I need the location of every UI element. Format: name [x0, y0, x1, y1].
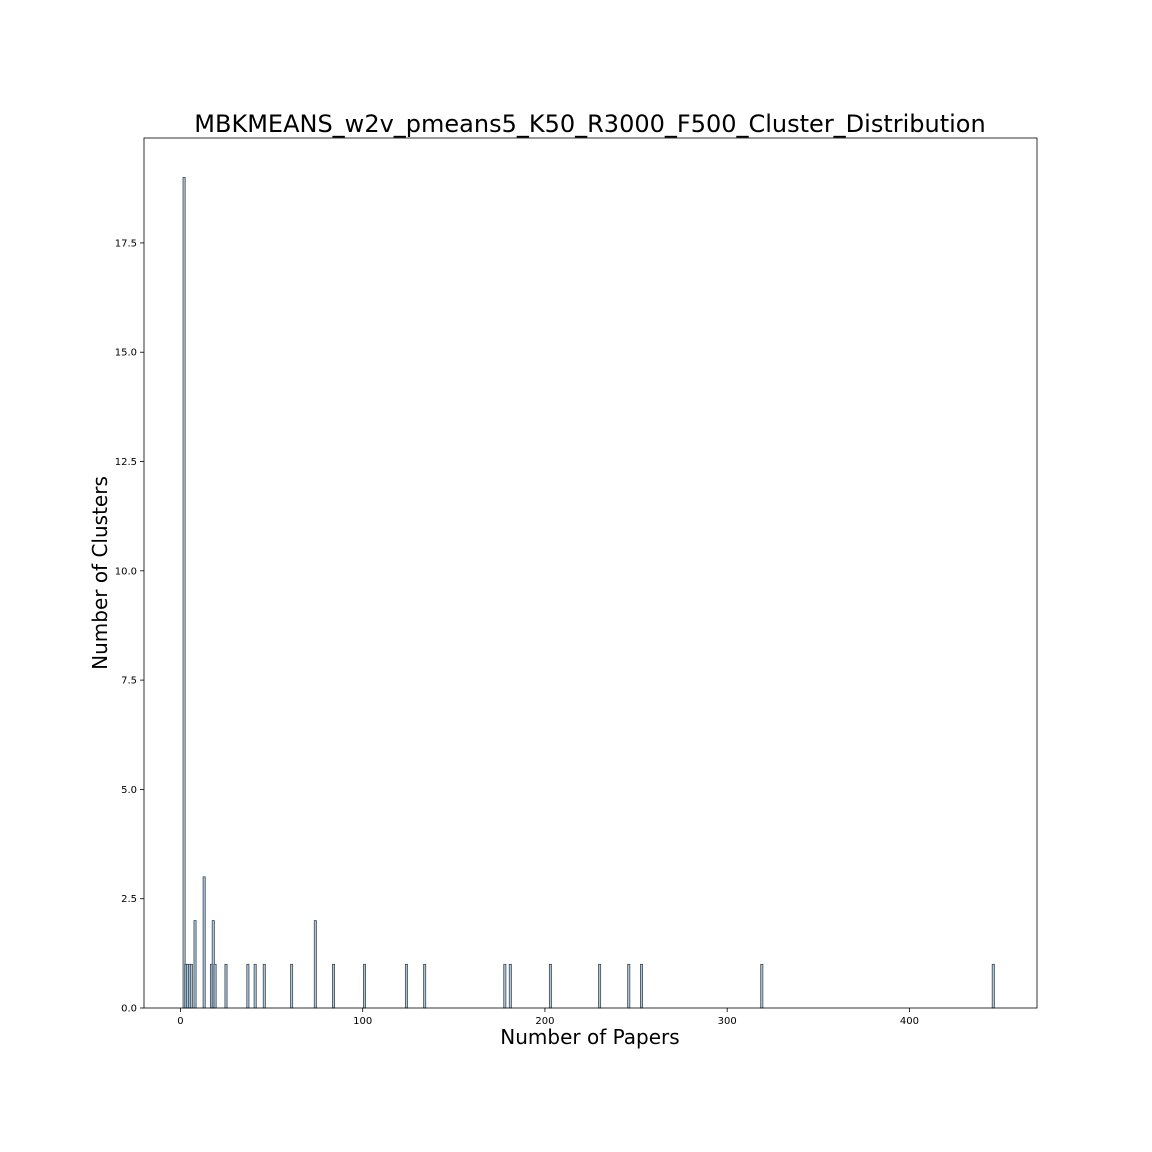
chart-title: MBKMEANS_w2v_pmeans5_K50_R3000_F500_Clus… — [194, 110, 985, 138]
x-tick-label: 300 — [718, 1016, 737, 1027]
bar-5 — [193, 920, 197, 1009]
y-tick-label: 10.0 — [115, 566, 137, 577]
bar-0 — [182, 177, 186, 1009]
bar-15 — [313, 920, 317, 1009]
bar-9 — [213, 963, 217, 1009]
bar-14 — [290, 963, 294, 1009]
bar-11 — [246, 963, 250, 1009]
y-tick-label: 15.0 — [115, 348, 137, 359]
bar-26 — [760, 963, 764, 1009]
bar-22 — [548, 963, 552, 1009]
x-tick-label: 400 — [900, 1016, 919, 1027]
x-tick-label: 200 — [535, 1016, 554, 1027]
bar-13 — [262, 963, 266, 1009]
y-tick-label: 2.5 — [121, 894, 137, 905]
bar-18 — [404, 963, 408, 1009]
y-tick-label: 7.5 — [121, 676, 137, 687]
x-axis-title: Number of Papers — [500, 1025, 679, 1049]
plot-frame — [143, 137, 1038, 1009]
bar-19 — [423, 963, 427, 1009]
bars-group — [182, 177, 995, 1009]
y-tick-label: 17.5 — [115, 238, 137, 249]
x-tick-label: 100 — [353, 1016, 372, 1027]
bar-4 — [189, 963, 193, 1009]
x-axis-ticks: 0 100 200 300 400 — [177, 1008, 919, 1027]
bar-27 — [991, 963, 995, 1009]
bar-21 — [508, 963, 512, 1009]
bar-6 — [202, 876, 206, 1009]
bar-17 — [363, 963, 366, 1009]
bar-20 — [503, 963, 507, 1009]
bar-16 — [332, 963, 335, 1009]
y-tick-label: 5.0 — [121, 785, 137, 796]
y-tick-label: 0.0 — [121, 1004, 137, 1015]
y-axis-title: Number of Clusters — [88, 476, 112, 670]
y-axis-ticks: 0.0 2.5 5.0 7.5 10.0 12.5 15.0 17.5 — [115, 238, 144, 1015]
bar-25 — [640, 963, 643, 1009]
y-tick-label: 12.5 — [115, 457, 137, 468]
bar-10 — [224, 963, 228, 1009]
x-tick-label: 0 — [177, 1016, 183, 1027]
bar-12 — [253, 963, 257, 1009]
bar-24 — [627, 963, 631, 1009]
bar-23 — [598, 963, 602, 1009]
